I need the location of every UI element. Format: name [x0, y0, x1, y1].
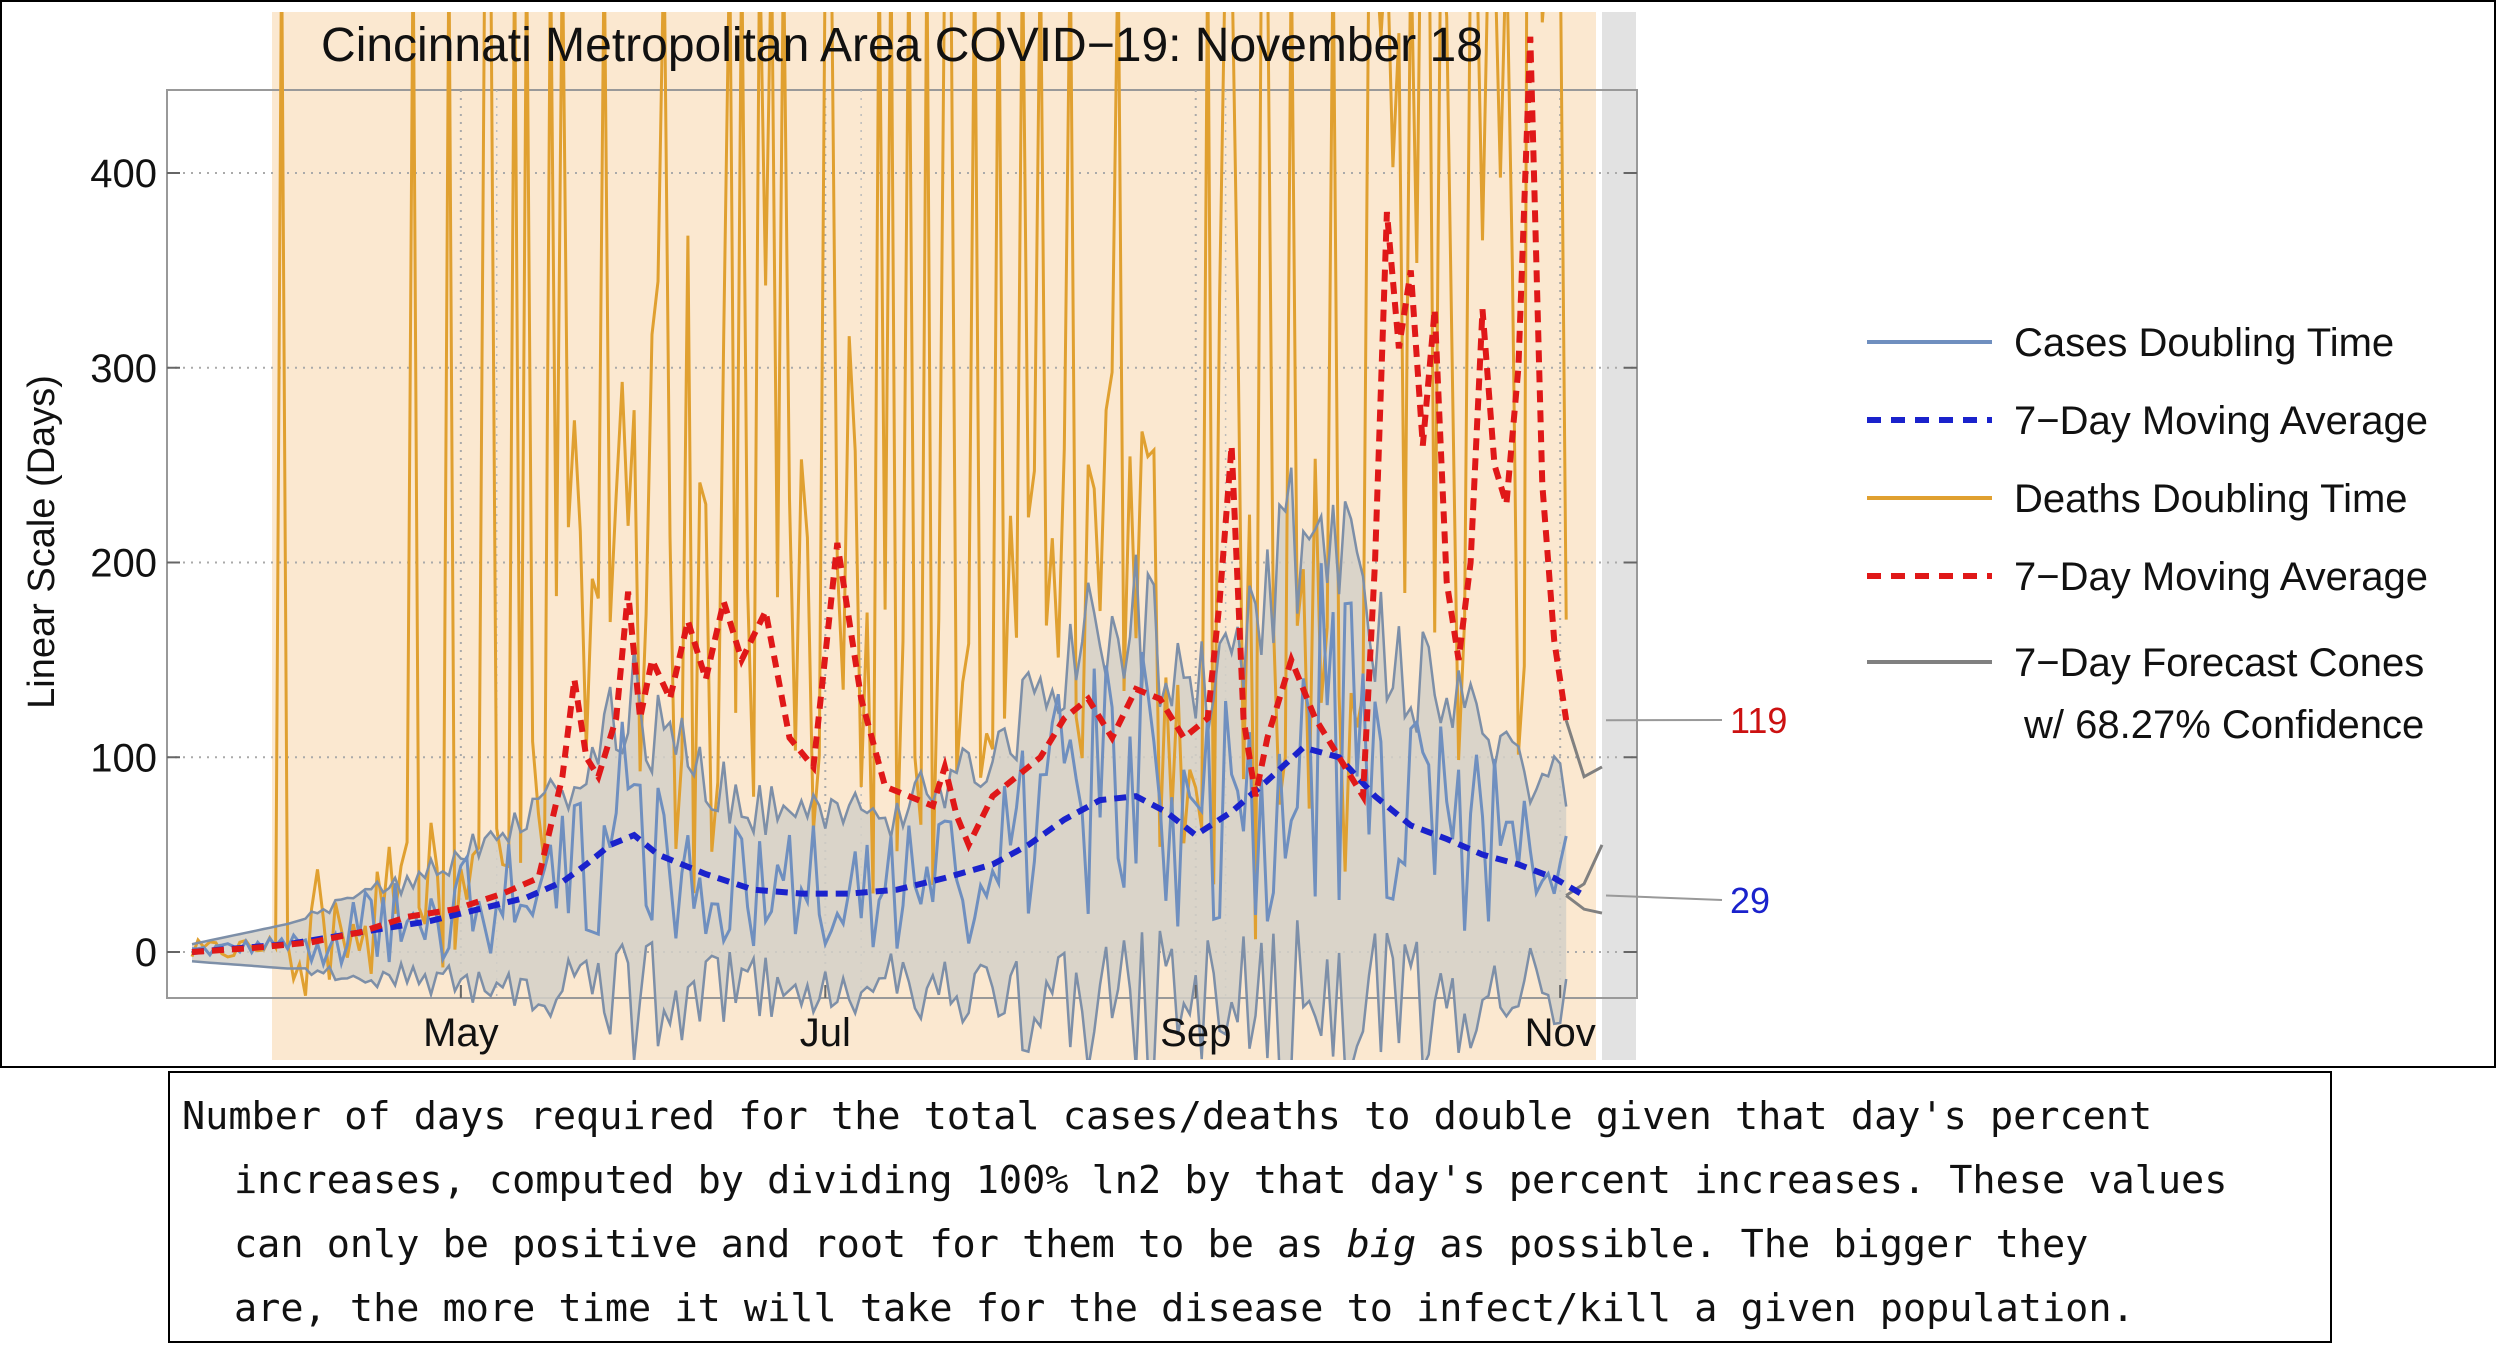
end-label-leader-line	[1605, 894, 1723, 901]
axes: 0 100 200 300 400 May Jul Sep Nov	[90, 152, 1637, 1055]
x-tick-label: Jul	[800, 1011, 851, 1055]
legend-label: 7−Day Forecast Cones	[2014, 641, 2424, 685]
legend-label: 7−Day Moving Average	[2014, 399, 2428, 443]
legend-label-line2: w/ 68.27% Confidence	[2023, 703, 2424, 747]
legend-label: 7−Day Moving Average	[2014, 555, 2428, 599]
chart-title: Cincinnati Metropolitan Area COVID−19: N…	[321, 19, 1483, 72]
deaths-moving-average-line	[191, 36, 1570, 955]
y-tick-label: 300	[90, 347, 157, 391]
end-labels: 119 29	[1605, 700, 1787, 921]
moving-average-lines	[191, 36, 1586, 955]
cases-lower-bound-line	[191, 920, 1568, 1060]
caption-line-3-end: as possible. The bigger they	[1416, 1222, 2089, 1267]
caption-line-1: Number of days required for the total ca…	[182, 1094, 2153, 1139]
cases-upper-bound-line	[191, 467, 1568, 946]
caption-line-3: can only be positive and root for them t…	[182, 1213, 2310, 1277]
end-value-label: 29	[1730, 880, 1770, 921]
cases-moving-average-line	[191, 744, 1586, 955]
deaths-doubling-time-line	[190, 12, 1568, 996]
y-tick-label: 400	[90, 152, 157, 196]
forecast-cone-line	[1565, 894, 1603, 915]
caption-line-2: increases, computed by dividing 100% ln2…	[234, 1158, 2228, 1203]
daily-doubling-time-lines	[190, 12, 1604, 1060]
cases-confidence-band	[192, 467, 1567, 1060]
caption-box: Number of days required for the total ca…	[168, 1071, 2332, 1343]
forecast-region-shade	[1602, 12, 1636, 1060]
y-tick-label: 0	[135, 931, 157, 975]
caption-line-4: are, the more time it will take for the …	[234, 1286, 2135, 1331]
cases-doubling-time-line	[191, 563, 1568, 970]
y-axis-label: Linear Scale (Days)	[21, 375, 63, 709]
x-tick-label: May	[423, 1011, 499, 1055]
x-tick-label: Sep	[1160, 1011, 1231, 1055]
plot-frame	[166, 89, 1638, 999]
forecast-cone-line	[1564, 719, 1603, 779]
legend-label: Deaths Doubling Time	[2014, 477, 2408, 521]
legend-label: Cases Doubling Time	[2014, 321, 2394, 365]
caption-line-3-start: can only be positive and root for them t…	[234, 1222, 1347, 1267]
doubling-time-chart: 0 100 200 300 400 May Jul Sep Nov Cases Doubling…	[21, 12, 2428, 1060]
y-tick-label: 200	[90, 542, 157, 586]
y-tick-label: 100	[90, 736, 157, 780]
x-tick-label: Nov	[1525, 1011, 1596, 1055]
end-value-label: 119	[1730, 700, 1787, 741]
legend: Cases Doubling Time 7−Day Moving Average D…	[1867, 321, 2428, 747]
chart-frame: 0 100 200 300 400 May Jul Sep Nov Cases Doubling…	[0, 0, 2496, 1068]
caption-emphasis-big: big	[1346, 1222, 1417, 1267]
